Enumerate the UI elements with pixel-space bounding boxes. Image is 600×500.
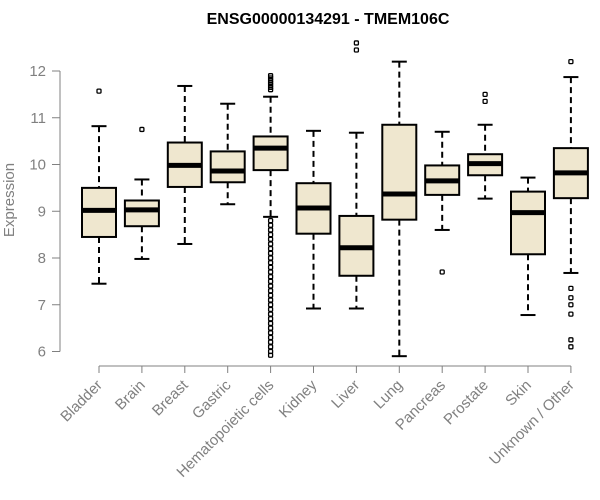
x-tick-label: Lung xyxy=(371,377,407,413)
outlier-point xyxy=(267,278,274,285)
outlier-point xyxy=(267,231,274,238)
y-tick-label: 7 xyxy=(38,297,46,314)
boxes xyxy=(81,40,589,358)
outlier-point xyxy=(568,59,574,65)
x-tick-label: Brain xyxy=(112,377,149,414)
box-prostate xyxy=(467,91,504,200)
outlier-point xyxy=(267,260,274,266)
outlier-point xyxy=(139,126,145,133)
box-skin xyxy=(510,176,546,317)
outlier-point xyxy=(482,98,488,105)
outlier-point xyxy=(267,245,274,252)
y-tick-label: 11 xyxy=(30,110,46,127)
box-hematopoietic-cells xyxy=(252,73,289,358)
outlier-point xyxy=(267,344,274,350)
outlier-point xyxy=(568,302,574,308)
iqr-box xyxy=(123,199,160,228)
outlier-point xyxy=(267,255,274,261)
y-tick-label: 10 xyxy=(29,157,46,174)
box-brain xyxy=(123,126,160,260)
outlier-point xyxy=(267,283,274,289)
outlier-point xyxy=(568,311,574,317)
iqr-box xyxy=(381,123,418,221)
outlier-point xyxy=(267,320,274,327)
outlier-point xyxy=(267,274,274,280)
outlier-point xyxy=(482,91,488,98)
outlier-point xyxy=(267,316,274,322)
iqr-box xyxy=(209,150,246,184)
outlier-point xyxy=(267,306,274,313)
box-breast xyxy=(166,84,203,245)
outlier-point xyxy=(267,288,274,294)
outlier-point xyxy=(96,88,102,94)
outlier-point xyxy=(267,302,274,308)
x-tick-label: Skin xyxy=(502,377,535,410)
box-gastric xyxy=(209,102,246,206)
x-tick-label: Breast xyxy=(149,376,192,419)
outlier-point xyxy=(568,295,574,301)
outlier-point xyxy=(267,236,274,242)
x-tick-label: Bladder xyxy=(57,377,106,426)
chart-title: ENSG00000134291 - TMEM106C xyxy=(207,11,450,28)
y-tick-label: 8 xyxy=(38,250,46,267)
outlier-point xyxy=(267,311,274,317)
outlier-point xyxy=(568,337,574,343)
outlier-point xyxy=(267,264,274,271)
x-tick-label: Prostate xyxy=(440,377,492,429)
outlier-point xyxy=(267,330,274,336)
outlier-point xyxy=(267,73,274,79)
outlier-point xyxy=(568,344,574,350)
y-tick-label: 12 xyxy=(29,63,46,80)
x-tick-label: Liver xyxy=(328,377,363,412)
iqr-box xyxy=(252,135,289,172)
iqr-box xyxy=(510,190,546,256)
outlier-point xyxy=(267,334,274,341)
outlier-point xyxy=(439,269,445,275)
outlier-point xyxy=(267,339,274,345)
box-liver xyxy=(338,40,375,310)
box-unknown-other xyxy=(552,59,589,350)
box-kidney xyxy=(295,129,332,310)
outlier-point xyxy=(267,352,274,358)
outlier-point xyxy=(568,285,574,292)
box-bladder xyxy=(81,88,117,285)
outlier-point xyxy=(267,292,274,299)
y-tick-label: 9 xyxy=(38,203,46,220)
x-tick-label: Kidney xyxy=(276,376,321,421)
outlier-point xyxy=(267,227,274,233)
outlier-point xyxy=(267,325,274,331)
y-tick-label: 6 xyxy=(38,344,46,361)
outlier-point xyxy=(353,47,360,53)
box-pancreas xyxy=(424,130,461,275)
outlier-point xyxy=(267,241,274,247)
y-axis-label: Expression xyxy=(1,163,18,237)
outlier-point xyxy=(353,40,360,46)
y-axis: 6 7 8 9 10 11 12 xyxy=(29,63,61,361)
outlier-point xyxy=(267,250,274,256)
box-lung xyxy=(381,60,418,358)
outlier-point xyxy=(267,297,274,303)
outlier-point xyxy=(267,269,274,275)
outlier-point xyxy=(267,217,274,224)
outlier-point xyxy=(267,222,274,228)
